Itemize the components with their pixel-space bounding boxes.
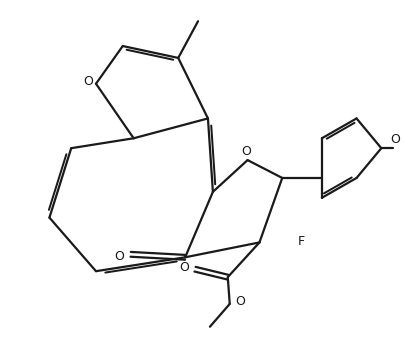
- Text: O: O: [114, 250, 124, 263]
- Text: O: O: [179, 261, 189, 274]
- Text: O: O: [242, 145, 251, 158]
- Text: O: O: [390, 133, 400, 146]
- Text: F: F: [298, 235, 305, 248]
- Text: O: O: [235, 295, 245, 308]
- Text: O: O: [83, 75, 93, 88]
